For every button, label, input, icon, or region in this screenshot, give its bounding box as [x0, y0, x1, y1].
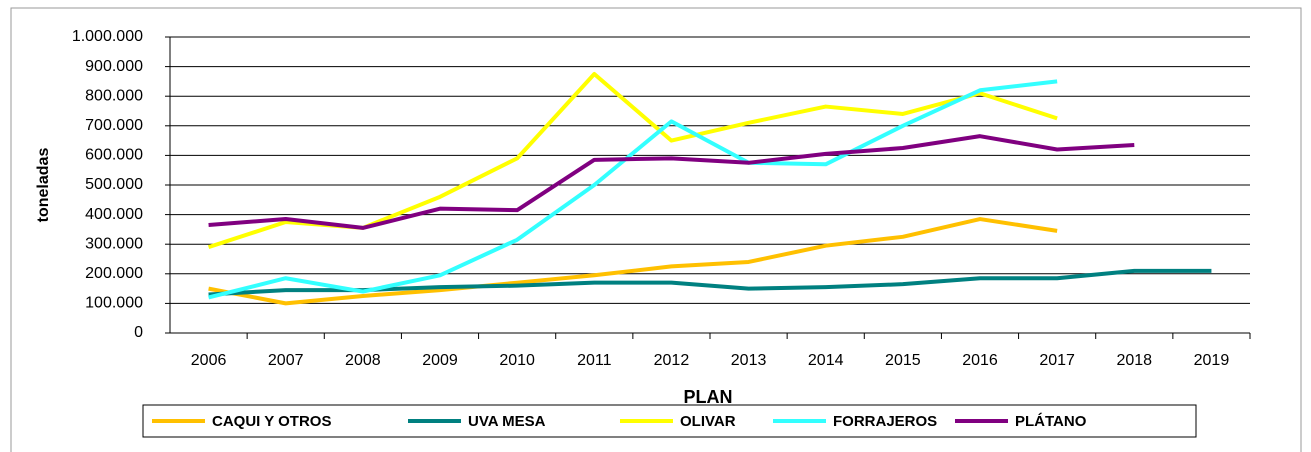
x-tick-label: 2019	[1194, 352, 1230, 369]
y-tick-label: 100.000	[85, 295, 143, 312]
x-tick-label: 2015	[885, 352, 921, 369]
y-tick-label: 300.000	[85, 235, 143, 252]
legend-label: FORRAJEROS	[833, 413, 937, 430]
y-tick-label: 900.000	[85, 58, 143, 75]
x-tick-label: 2006	[191, 352, 227, 369]
y-tick-label: 600.000	[85, 147, 143, 164]
legend-label: OLIVAR	[680, 413, 736, 430]
y-tick-label: 800.000	[85, 87, 143, 104]
series-line	[208, 79, 1058, 300]
legend-label: CAQUI Y OTROS	[212, 413, 331, 430]
series-line	[208, 217, 1058, 306]
x-tick-label: 2009	[422, 352, 458, 369]
chart-frame	[10, 7, 1302, 452]
y-tick-label: 400.000	[85, 206, 143, 223]
y-tick-label: 200.000	[85, 265, 143, 282]
x-tick-label: 2011	[577, 352, 612, 369]
y-tick-label: 700.000	[85, 117, 143, 134]
x-tick-label: 2008	[345, 352, 381, 369]
series-line	[208, 134, 1135, 230]
x-tick-label: 2010	[499, 352, 535, 369]
legend-label: PLÁTANO	[1015, 413, 1087, 430]
x-tick-label: 2018	[1116, 352, 1152, 369]
x-tick-label: 2013	[731, 352, 767, 369]
x-tick-label: 2007	[268, 352, 304, 369]
y-tick-label: 0	[134, 324, 143, 341]
x-tick-label: 2014	[808, 352, 844, 369]
y-tick-label: 1.000.000	[72, 28, 143, 45]
x-tick-label: 2017	[1039, 352, 1075, 369]
x-tick-label: 2012	[654, 352, 690, 369]
legend-label: UVA MESA	[468, 413, 546, 430]
x-tick-label: 2016	[962, 352, 998, 369]
y-tick-label: 500.000	[85, 176, 143, 193]
x-axis-label: PLAN	[684, 387, 733, 407]
y-axis-label: toneladas	[35, 148, 52, 223]
